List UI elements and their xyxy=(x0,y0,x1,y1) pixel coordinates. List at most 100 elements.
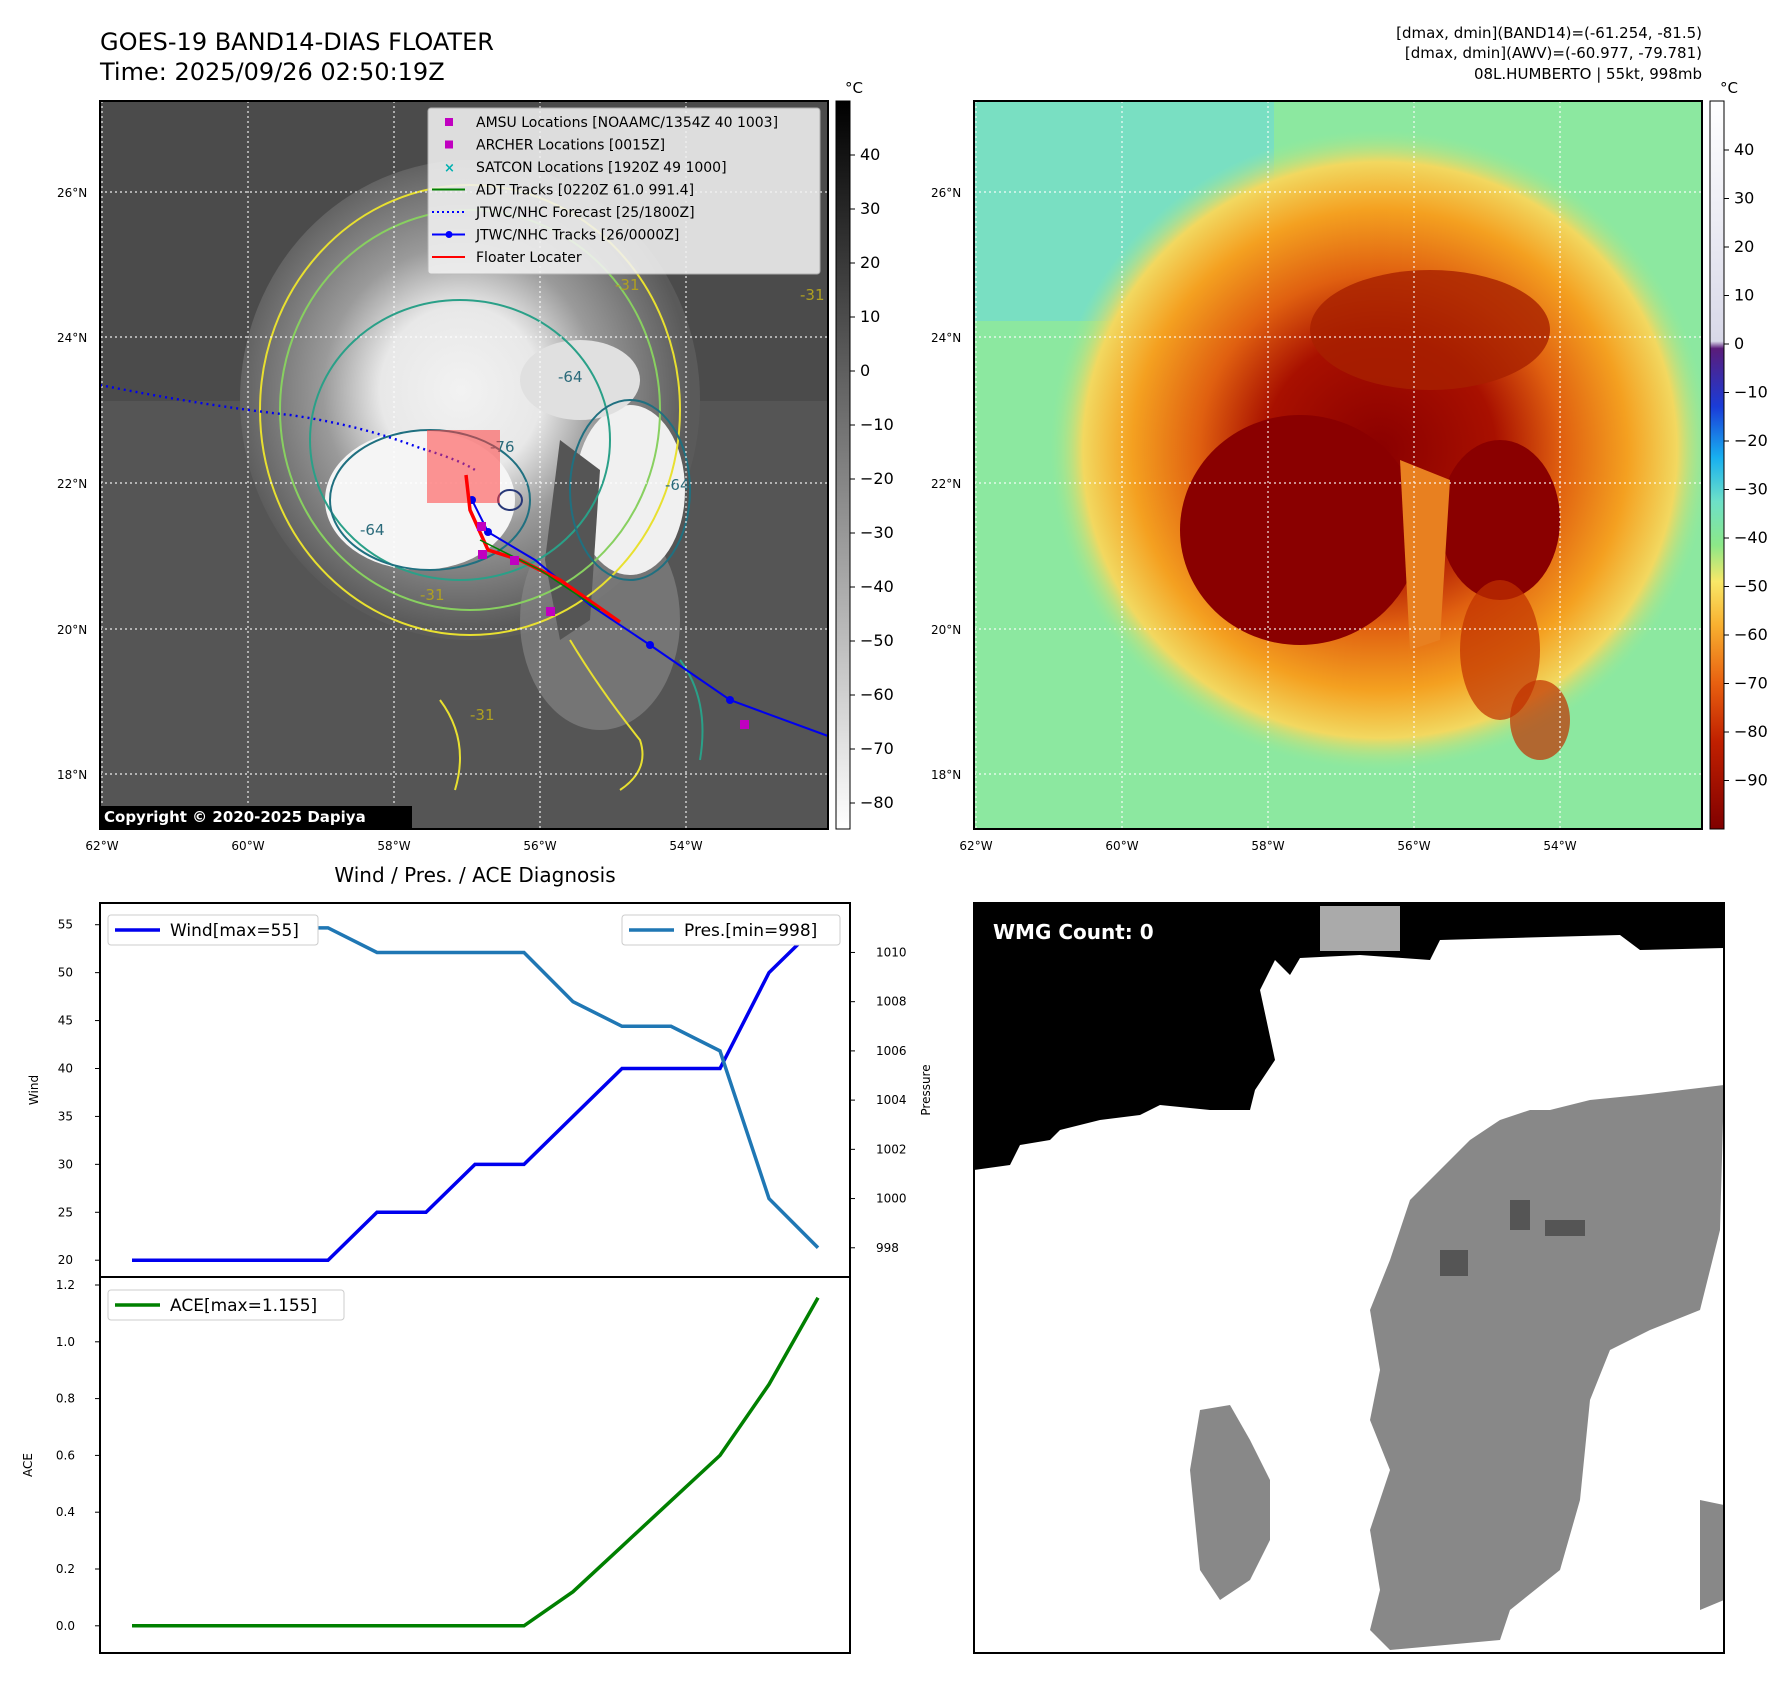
colorbar-tick-label: −80 xyxy=(1734,722,1768,741)
map2-gridlines xyxy=(974,101,1702,829)
wind-tick-label: 35 xyxy=(58,1109,73,1123)
colorbar-tick-label: 40 xyxy=(860,145,880,164)
amsu-markers xyxy=(477,522,749,729)
lat-label: 24°N xyxy=(931,331,961,345)
ace-tick-label: 0.2 xyxy=(56,1562,75,1576)
legend-label: Wind[max=55] xyxy=(170,921,299,941)
legend-label: ACE[max=1.155] xyxy=(170,1296,317,1316)
legend-label: SATCON Locations [1920Z 49 1000] xyxy=(476,160,727,176)
colorbar-tick-label: 0 xyxy=(860,361,870,380)
colorbar-tick-label: 10 xyxy=(1734,286,1754,305)
colorbar-tick-label: −10 xyxy=(1734,383,1768,402)
colorbar-tick-label: −90 xyxy=(1734,771,1768,790)
lat-label: 26°N xyxy=(931,186,961,200)
lat-label: 18°N xyxy=(57,768,87,782)
colorbar-tick-label: 10 xyxy=(860,307,880,326)
colorbar-tick-label: 30 xyxy=(1734,189,1754,208)
lat-label: 18°N xyxy=(931,768,961,782)
time-title: Time: 2025/09/26 02:50:19Z xyxy=(99,58,445,86)
awv-map: 26°N 24°N 22°N 20°N 18°N 62°W 60°W 58°W … xyxy=(931,79,1768,853)
lat-label: 22°N xyxy=(931,477,961,491)
lat-label: 22°N xyxy=(57,477,87,491)
wind-line xyxy=(132,923,820,1262)
legend-item: JTWC/NHC Tracks [26/0000Z] xyxy=(432,228,679,244)
map1-frame xyxy=(99,100,829,830)
colorbar-tick-label: −60 xyxy=(860,685,894,704)
colorbar-tick-label: −10 xyxy=(860,415,894,434)
legend-item: AMSU Locations [NOAAMC/1354Z 40 1003] xyxy=(445,115,778,131)
map2-axis-labels: 26°N 24°N 22°N 20°N 18°N 62°W 60°W 58°W … xyxy=(931,186,1577,853)
band14-colorbar: °C 40 30 20 10 0 −10 −20 −30 −40 −50 −60 −70 −80 xyxy=(835,79,894,830)
lon-label: 62°W xyxy=(959,839,992,853)
colorbar-tick-label: 0 xyxy=(1734,334,1744,353)
colorbar-tick-label: −70 xyxy=(1734,674,1768,693)
colorbar-tick-label: −70 xyxy=(860,739,894,758)
legend-marker xyxy=(445,140,453,149)
colorbar-unit: °C xyxy=(1720,79,1738,97)
wind-tick-label: 30 xyxy=(58,1157,73,1171)
colorbar-tick-label: −50 xyxy=(1734,577,1768,596)
colorbar-tick-label: −60 xyxy=(1734,625,1768,644)
colorbar-tick-label: −50 xyxy=(860,631,894,650)
ace-tick-label: 1.0 xyxy=(56,1335,75,1349)
colorbar-tick-label: −20 xyxy=(860,469,894,488)
ace-tick-label: 0.0 xyxy=(56,1619,75,1633)
legend-item: JTWC/NHC Forecast [25/1800Z] xyxy=(432,205,695,221)
colorbar-tick-label: −40 xyxy=(1734,528,1768,547)
ace-axis-label: ACE xyxy=(21,1453,35,1477)
map2-frame xyxy=(973,100,1703,830)
ace-tick-label: 0.6 xyxy=(56,1448,75,1462)
contour-label: -31 xyxy=(420,586,445,604)
legend-label: ARCHER Locations [0015Z] xyxy=(476,138,665,154)
lat-label: 26°N xyxy=(57,186,87,200)
wind-tick-label: 50 xyxy=(58,966,73,980)
colorbar-tick-label: −40 xyxy=(860,577,894,596)
legend-marker-dot xyxy=(445,231,453,238)
colorbar-tick-label: −30 xyxy=(1734,480,1768,499)
legend-label: Pres.[min=998] xyxy=(684,921,817,941)
pressure-legend: Pres.[min=998] xyxy=(621,914,841,946)
info-line: 08L.HUMBERTO | 55kt, 998mb xyxy=(1474,65,1702,83)
pressure-tick-label: 1010 xyxy=(876,945,907,959)
ace-tick-label: 1.2 xyxy=(56,1278,75,1292)
lon-label: 54°W xyxy=(1543,839,1576,853)
wind-tick-label: 55 xyxy=(58,918,73,932)
lon-label: 60°W xyxy=(1105,839,1138,853)
copyright-text: Copyright © 2020-2025 Dapiya xyxy=(104,808,366,826)
copyright-box xyxy=(100,806,412,828)
pressure-tick-label: 1002 xyxy=(876,1142,907,1156)
ace-tick-label: 0.8 xyxy=(56,1392,75,1406)
floater-track xyxy=(464,474,622,624)
legend-item: × SATCON Locations [1920Z 49 1000] xyxy=(444,160,727,176)
wind-tick-label: 25 xyxy=(58,1205,73,1219)
contour-label: -64 xyxy=(665,476,690,494)
colorbar-tick-label: −20 xyxy=(1734,431,1768,450)
wind-axis-label: Wind xyxy=(27,1075,41,1105)
info-line: [dmax, dmin](BAND14)=(-61.254, -81.5) xyxy=(1396,24,1702,42)
legend-item: ARCHER Locations [0015Z] xyxy=(445,138,665,154)
ace-chart: ACE 0.0 0.2 0.4 0.6 0.8 1.0 1.2 ACE[max=1.155] xyxy=(21,1276,851,1654)
ace-line xyxy=(132,1296,820,1628)
legend-label: AMSU Locations [NOAAMC/1354Z 40 1003] xyxy=(476,115,778,131)
wind-legend: Wind[max=55] xyxy=(107,914,319,946)
info-line: [dmax, dmin](AWV)=(-60.977, -79.781) xyxy=(1405,44,1702,62)
lon-label: 54°W xyxy=(669,839,702,853)
legend-label: JTWC/NHC Forecast [25/1800Z] xyxy=(475,205,695,221)
map-legend: AMSU Locations [NOAAMC/1354Z 40 1003] ARC… xyxy=(427,107,821,275)
pressure-tick-label: 1004 xyxy=(876,1093,907,1107)
wind-tick-label: 45 xyxy=(58,1014,73,1028)
contour-label: -31 xyxy=(800,286,825,304)
pressure-tick-label: 1000 xyxy=(876,1192,907,1206)
legend-marker: × xyxy=(444,161,455,176)
pressure-tick-label: 1006 xyxy=(876,1044,907,1058)
storm-info: [dmax, dmin](BAND14)=(-61.254, -81.5) [d… xyxy=(1396,24,1702,83)
band14-map: -76 -64 -64 -64 -31 -31 -31 -31 xyxy=(57,79,894,853)
legend-item: ADT Tracks [0220Z 61.0 991.4] xyxy=(432,183,694,199)
colorbar-tick-label: −30 xyxy=(860,523,894,542)
wind-tick-label: 20 xyxy=(58,1253,73,1267)
lon-label: 58°W xyxy=(1251,839,1284,853)
floater-box xyxy=(427,430,500,503)
ace-tick-label: 0.4 xyxy=(56,1505,75,1519)
awv-colorbar: °C 40 30 20 10 0 −10 −20 −30 −40 −50 −60 −70 −80 −90 xyxy=(1709,79,1768,830)
